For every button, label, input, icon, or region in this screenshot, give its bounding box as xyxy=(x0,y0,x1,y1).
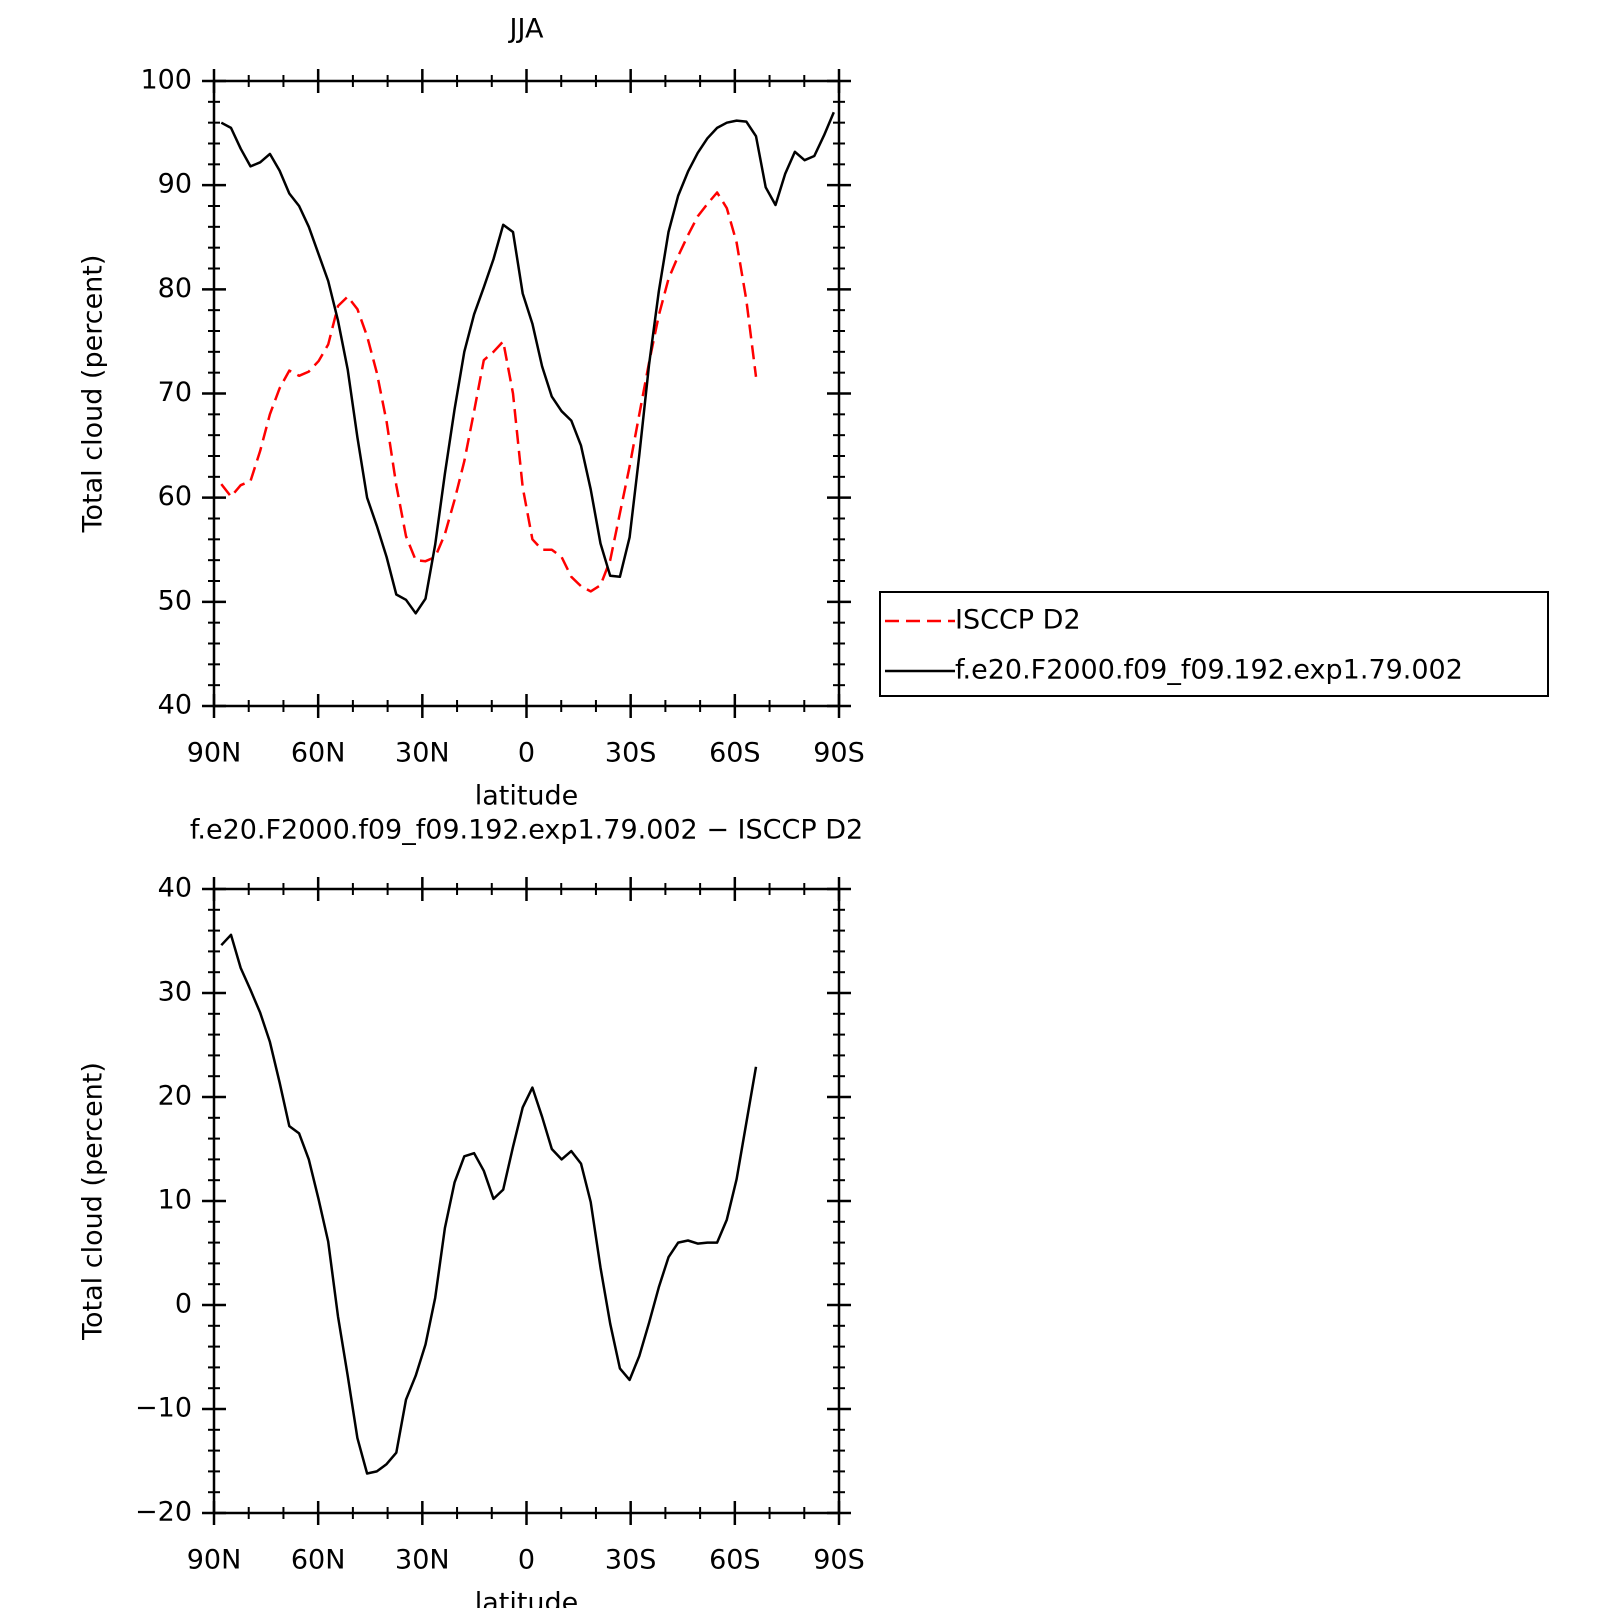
y-tick-label: 70 xyxy=(158,377,192,408)
plot-frame xyxy=(212,887,841,1515)
y-tick-label: 40 xyxy=(158,873,192,904)
plot-frame xyxy=(212,79,841,708)
y-tick-label: 100 xyxy=(140,65,192,96)
legend-label: ISCCP D2 xyxy=(955,605,1081,636)
chart-title: JJA xyxy=(508,14,544,45)
y-tick-label: 10 xyxy=(158,1185,192,1216)
x-axis-label: latitude xyxy=(475,781,579,812)
x-tick-label: 60N xyxy=(291,738,346,769)
y-tick-label: 60 xyxy=(158,481,192,512)
y-tick-label: 40 xyxy=(158,690,192,721)
data-line xyxy=(220,191,758,593)
y-tick-label: −10 xyxy=(135,1393,192,1424)
y-axis-label: Total cloud (percent) xyxy=(78,1062,109,1341)
x-tick-label: 60N xyxy=(291,1545,346,1576)
y-tick-label: 20 xyxy=(158,1081,192,1112)
chart-title: f.e20.F2000.f09_f09.192.exp1.79.002 − IS… xyxy=(190,815,863,846)
x-tick-label: 90N xyxy=(187,738,242,769)
y-tick-label: 80 xyxy=(158,273,192,304)
x-tick-label: 90N xyxy=(187,1545,242,1576)
x-tick-label: 90S xyxy=(813,738,865,769)
data-line xyxy=(220,111,835,615)
legend-label: f.e20.F2000.f09_f09.192.exp1.79.002 xyxy=(955,655,1463,686)
x-tick-label: 60S xyxy=(709,738,761,769)
x-tick-label: 30N xyxy=(395,738,450,769)
x-axis-label: latitude xyxy=(475,1588,579,1608)
x-tick-label: 0 xyxy=(518,1545,535,1576)
y-tick-label: 50 xyxy=(158,585,192,616)
y-tick-label: 30 xyxy=(158,977,192,1008)
y-axis-label: Total cloud (percent) xyxy=(78,255,109,534)
legend: ISCCP D2 f.e20.F2000.f09_f09.192.exp1.79.… xyxy=(879,591,1549,697)
data-line xyxy=(220,933,758,1475)
x-tick-label: 0 xyxy=(518,738,535,769)
x-tick-label: 30S xyxy=(605,738,657,769)
y-tick-label: 90 xyxy=(158,169,192,200)
x-tick-label: 90S xyxy=(813,1545,865,1576)
y-tick-label: −20 xyxy=(135,1497,192,1528)
legend-box xyxy=(879,591,1549,697)
x-tick-label: 60S xyxy=(709,1545,761,1576)
x-tick-label: 30N xyxy=(395,1545,450,1576)
x-tick-label: 30S xyxy=(605,1545,657,1576)
y-tick-label: 0 xyxy=(175,1289,192,1320)
